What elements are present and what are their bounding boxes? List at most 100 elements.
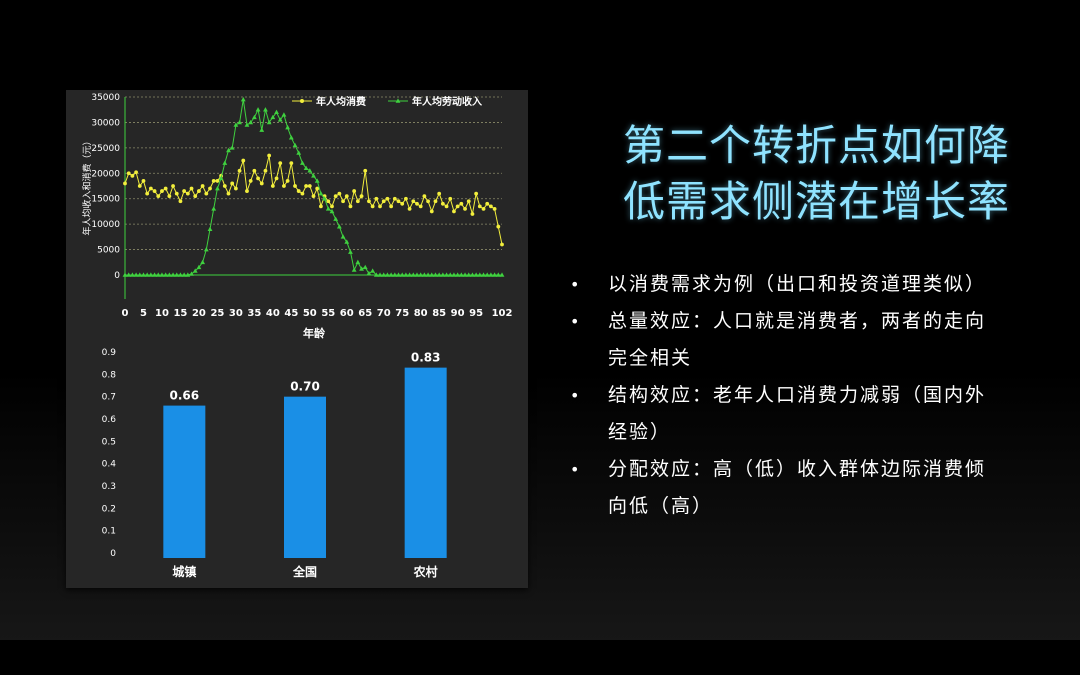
- data-point: [473, 272, 479, 277]
- data-point: [288, 135, 294, 140]
- data-point: [137, 272, 143, 277]
- bullet-text: 总量效应：人口就是消费者，两者的走向完全相关: [608, 310, 987, 369]
- data-point: [337, 191, 342, 196]
- data-point: [470, 212, 475, 216]
- slide-title: 第二个转折点如何降 低需求侧潜在增长率: [560, 118, 1010, 230]
- bottom-band: [0, 640, 1080, 675]
- data-point: [222, 184, 227, 188]
- data-point: [252, 168, 257, 173]
- x-axis-label: 年龄: [303, 326, 326, 340]
- data-point: [492, 272, 498, 277]
- data-point: [311, 173, 316, 178]
- data-point: [463, 206, 467, 211]
- y-tick-label: 0.4: [102, 460, 117, 470]
- data-point: [300, 191, 305, 196]
- bullet-text: 分配效应：高（低）收入群体边际消费倾向低（高）: [608, 458, 987, 517]
- data-point: [422, 194, 427, 199]
- data-point: [226, 191, 231, 196]
- data-point: [159, 272, 165, 277]
- y-tick-label: 10000: [91, 220, 120, 230]
- data-point: [170, 272, 176, 277]
- bar: [163, 405, 206, 558]
- data-point: [259, 127, 265, 132]
- x-tick-label: 15: [173, 308, 187, 319]
- data-point: [370, 204, 375, 209]
- data-point: [407, 206, 412, 211]
- slide-title-line-2: 低需求侧潜在增长率: [622, 177, 1010, 226]
- data-point: [245, 189, 249, 193]
- data-point: [311, 194, 316, 199]
- data-point: [174, 272, 180, 277]
- data-point: [163, 272, 169, 277]
- y-tick-label: 0.2: [102, 504, 116, 514]
- y-tick-label: 15000: [91, 195, 120, 205]
- data-point: [197, 189, 201, 193]
- data-point: [489, 204, 493, 209]
- data-point: [492, 206, 497, 211]
- data-point: [330, 204, 334, 209]
- data-point: [392, 196, 397, 201]
- data-point: [171, 184, 175, 188]
- x-tick-label: 10: [155, 308, 169, 319]
- data-point: [462, 272, 468, 277]
- data-point: [130, 173, 135, 178]
- data-point: [455, 272, 461, 277]
- bar: [284, 396, 326, 558]
- data-point: [133, 272, 139, 277]
- bullet-list: • 以消费需求为例（出口和投资道理类似） • 总量效应：人口就是消费者，两者的走向完…: [568, 266, 988, 525]
- data-point: [333, 194, 338, 199]
- data-point: [322, 196, 327, 201]
- x-tick-label: 65: [358, 308, 372, 319]
- data-point: [348, 204, 353, 209]
- data-point: [178, 199, 183, 204]
- data-point: [266, 119, 272, 125]
- data-point: [455, 204, 460, 209]
- data-point: [233, 186, 238, 191]
- chart-panel: 0 5000 10000 15000 20000 25000 30000 35000 0 5 10 1…: [66, 90, 528, 588]
- data-point: [215, 179, 220, 183]
- data-point: [300, 160, 305, 165]
- data-point: [481, 272, 486, 277]
- y-tick-label: 0: [114, 271, 120, 281]
- data-point: [440, 272, 446, 277]
- data-point: [496, 224, 501, 229]
- data-point: [259, 181, 264, 186]
- legend-label: 年人均劳动收入: [412, 95, 482, 108]
- data-point: [440, 201, 445, 206]
- data-point: [282, 184, 286, 188]
- data-point: [240, 96, 246, 102]
- y-tick-label: 0.8: [102, 370, 117, 380]
- data-point: [144, 272, 150, 277]
- data-point: [436, 272, 442, 277]
- y-tick-label: 0.9: [102, 348, 117, 358]
- bullet-item: • 以消费需求为例（出口和投资道理类似）: [568, 266, 988, 303]
- data-point: [344, 194, 349, 199]
- data-point: [152, 272, 157, 277]
- data-point: [237, 119, 242, 125]
- data-point: [141, 179, 146, 183]
- data-point: [148, 186, 153, 191]
- data-point: [362, 264, 368, 270]
- data-point: [352, 189, 357, 193]
- y-tick-label: 0.1: [102, 527, 116, 537]
- data-point: [315, 186, 320, 191]
- data-point: [381, 199, 386, 204]
- data-point: [141, 272, 146, 277]
- data-point: [414, 272, 420, 277]
- data-point: [484, 272, 490, 277]
- data-point: [251, 114, 257, 120]
- data-point: [500, 242, 504, 247]
- data-point: [333, 216, 339, 221]
- series-line-2: [125, 99, 502, 276]
- x-tick-label: 40: [266, 308, 280, 319]
- data-point: [404, 196, 408, 201]
- data-point: [355, 199, 360, 204]
- data-point: [458, 272, 464, 277]
- data-point: [193, 194, 198, 199]
- data-point: [218, 175, 224, 181]
- data-point: [278, 161, 283, 166]
- data-point: [411, 199, 416, 204]
- data-point: [211, 206, 217, 211]
- data-point: [211, 179, 216, 183]
- data-point: [123, 181, 127, 186]
